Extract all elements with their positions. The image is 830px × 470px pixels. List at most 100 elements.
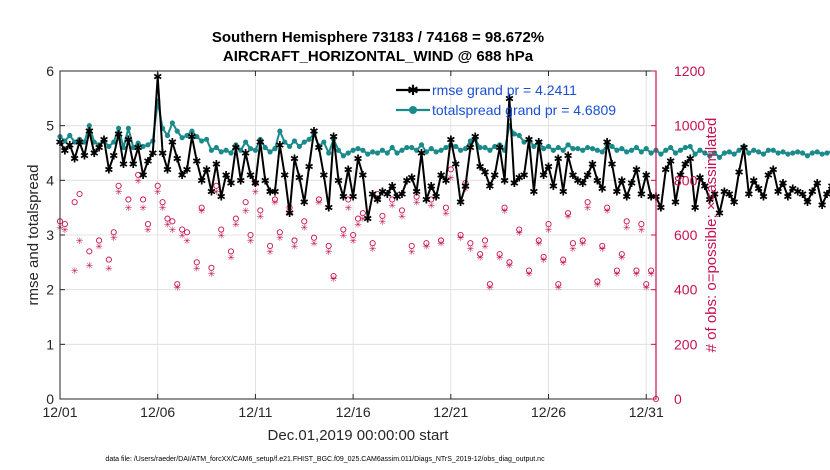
- obs-assimilated-point: ✳: [173, 283, 181, 293]
- obs-possible-point: [354, 215, 362, 222]
- rmse-point: ✱: [80, 150, 89, 163]
- rmse-point: ✱: [647, 191, 656, 204]
- x-tick-label: 12/26: [531, 404, 566, 420]
- legend-rmse-marker: ✱: [407, 83, 419, 99]
- totalspread-point: [692, 151, 698, 157]
- obs-assimilated-point: ✳: [555, 283, 563, 293]
- rmse-point: ✱: [270, 185, 279, 198]
- rmse-point: ✱: [90, 147, 99, 160]
- obs-possible-point: [315, 196, 322, 203]
- obs-assimilated-point: ✳: [496, 253, 504, 263]
- rmse-point: ✱: [60, 144, 69, 157]
- rmse-point: ✱: [378, 185, 387, 198]
- totalspread-point: [169, 120, 175, 126]
- rmse-point: ✱: [275, 139, 284, 152]
- totalspread-point: [682, 144, 688, 151]
- rmse-point: ✱: [544, 161, 553, 174]
- rmse-point: ✱: [148, 147, 157, 160]
- obs-possible-point: [310, 234, 318, 241]
- obs-assimilated-point: ✳: [325, 248, 333, 258]
- obs-possible-point: [96, 237, 103, 244]
- totalspread-point: [370, 149, 376, 155]
- rmse-point: ✱: [686, 152, 695, 165]
- obs-possible-point: [565, 210, 572, 217]
- obs-possible-point: [291, 237, 298, 244]
- left-y-axis-label: rmse and totalspread: [25, 165, 42, 306]
- rmse-point: ✱: [808, 185, 817, 198]
- rmse-point: ✱: [173, 152, 182, 165]
- obs-possible-point: [604, 204, 611, 211]
- x-tick-label: 12/21: [433, 404, 468, 420]
- rmse-point: ✱: [202, 163, 211, 176]
- rmse-point: ✱: [681, 158, 690, 171]
- totalspread-point: [379, 147, 386, 153]
- obs-assimilated-point: ✳: [467, 245, 475, 255]
- obs-assimilated-point: ✳: [266, 248, 274, 258]
- totalspread-point: [443, 144, 449, 151]
- obs-possible-point: [496, 251, 503, 258]
- rmse-point: ✱: [676, 169, 685, 182]
- obs-assimilated-point: ✳: [198, 207, 206, 217]
- rmse-point: ✱: [656, 202, 665, 215]
- obs-possible-point: [247, 231, 254, 239]
- rmse-point: ✱: [65, 139, 74, 152]
- totalspread-point: [365, 151, 371, 157]
- totalspread-point: [135, 140, 141, 146]
- obs-assimilated-point: ✳: [315, 199, 323, 209]
- rmse-point: ✱: [813, 177, 822, 190]
- rmse-point: ✱: [627, 177, 636, 190]
- rmse-point: ✱: [295, 172, 304, 185]
- totalspread-point: [741, 143, 747, 150]
- obs-assimilated-point: ✳: [413, 199, 421, 209]
- rmse-point: ✱: [690, 202, 699, 215]
- rmse-point: ✱: [246, 169, 255, 182]
- rmse-line: [59, 76, 830, 219]
- totalspread-point: [384, 150, 390, 156]
- totalspread-point: [438, 147, 444, 153]
- x-axis-label: Dec.01,2019 00:00:00 start: [268, 427, 450, 444]
- totalspread-point: [335, 147, 342, 153]
- obs-assimilated-point: ✳: [340, 232, 348, 242]
- obs-possible-point: [613, 267, 620, 274]
- totalspread-point: [731, 151, 737, 157]
- rmse-point: ✱: [300, 196, 309, 209]
- obs-assimilated-point: ✳: [559, 259, 567, 269]
- totalspread-point: [716, 154, 723, 160]
- totalspread-point: [541, 146, 547, 152]
- totalspread-point: [521, 139, 527, 145]
- rmse-point: ✱: [720, 185, 729, 198]
- rmse-point: ✱: [803, 196, 812, 209]
- obs-possible-point: [198, 204, 205, 211]
- totalspread-point: [418, 142, 425, 148]
- obs-possible-point: [369, 240, 376, 247]
- rmse-point: ✱: [749, 174, 758, 187]
- rmse-point: ✱: [446, 133, 455, 146]
- obs-assimilated-point: ✳: [647, 270, 655, 280]
- totalspread-point: [277, 128, 283, 134]
- obs-assimilated-point: ✳: [144, 226, 152, 236]
- rmse-point: ✱: [153, 70, 162, 83]
- x-axis-ticks: 12/01 12/06 12/11 12/16 12/21 12/26 12/31: [42, 71, 664, 420]
- rmse-point: ✱: [603, 136, 612, 149]
- left-y-tick-label: 3: [46, 227, 54, 243]
- obs-assimilated-point: ✳: [442, 210, 450, 220]
- totalspread-point: [477, 144, 483, 151]
- totalspread-point: [164, 132, 171, 139]
- obs-assimilated-point: ✳: [115, 188, 123, 198]
- totalspread-point: [570, 146, 576, 152]
- totalspread-point: [638, 149, 644, 155]
- obs-possible-point: [110, 229, 117, 236]
- totalspread-point: [218, 149, 224, 155]
- totalspread-point: [374, 150, 381, 156]
- obs-possible-point: [477, 251, 484, 258]
- rmse-point: ✱: [402, 174, 411, 187]
- right-y-axis-label: # of obs: o=possible; ×=assimilated: [703, 118, 720, 353]
- totalspread-point: [531, 143, 537, 150]
- totalspread-point: [306, 136, 312, 142]
- right-y-tick-label: 0: [674, 391, 682, 407]
- obs-possible-point: [501, 204, 508, 211]
- x-tick-label: 12/16: [336, 404, 371, 420]
- totalspread-point: [189, 128, 195, 134]
- totalspread-point: [394, 150, 400, 156]
- right-y-tick-label: 1000: [674, 118, 705, 134]
